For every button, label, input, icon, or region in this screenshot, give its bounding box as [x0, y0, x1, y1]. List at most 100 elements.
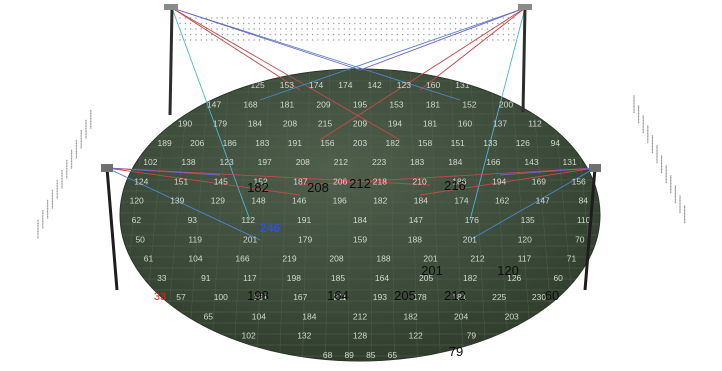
fixture-dot	[476, 28, 478, 30]
fixture-dot	[290, 17, 292, 19]
fixture-dot	[396, 28, 398, 30]
light-ray	[359, 7, 526, 71]
fixture-dot	[670, 188, 672, 191]
fixture-dot	[37, 222, 39, 225]
fixture-dot	[333, 39, 335, 41]
illuminance-value: 191	[288, 138, 302, 148]
fixture-dot	[311, 17, 314, 19]
fixture-dot	[401, 28, 404, 30]
illuminance-value: 137	[493, 119, 507, 129]
fixture-dot	[497, 33, 499, 36]
illuminance-value: 110	[577, 215, 591, 225]
fixture-dot	[253, 22, 255, 25]
fixture-dot	[679, 195, 681, 197]
fixture-dot	[670, 185, 672, 188]
fixture-dot	[665, 178, 667, 181]
fixture-dot	[465, 39, 467, 41]
fixture-dot	[642, 116, 644, 119]
fixture-dot	[327, 28, 330, 30]
grid-line	[610, 60, 648, 365]
fixture-dot	[481, 17, 483, 19]
fixture-dot	[274, 33, 277, 36]
illuminance-value: 139	[170, 196, 184, 206]
illuminance-value: 181	[426, 99, 440, 109]
illuminance-value: 100	[214, 292, 228, 302]
fixture-dot	[391, 28, 393, 30]
fixture-dot	[683, 215, 686, 218]
fixture-dot	[322, 39, 324, 41]
fixture-dot	[359, 17, 361, 19]
fixture-dot	[227, 22, 229, 25]
fixture-dot	[683, 221, 686, 224]
fixture-dot	[66, 162, 68, 165]
fixture-dot	[37, 232, 39, 234]
fixture-dot	[66, 164, 68, 166]
fixture-dot	[295, 28, 298, 30]
illuminance-value: 161	[254, 292, 268, 302]
fixture-dot	[391, 17, 393, 19]
illuminance-value: 184	[448, 157, 462, 167]
fixture-dot	[237, 22, 239, 25]
fixture-dot	[660, 161, 663, 163]
fixture-dot	[492, 22, 494, 25]
fixture-dot	[85, 127, 87, 130]
fixture-dot	[232, 33, 234, 36]
illuminance-value: 184	[302, 311, 316, 321]
illuminance-value: 147	[409, 215, 423, 225]
fixture-dot	[665, 172, 667, 175]
fixture-dot	[401, 17, 404, 19]
illuminance-value: 196	[333, 196, 347, 206]
fixture-dot	[513, 17, 515, 19]
fixture-dot	[423, 28, 425, 30]
fixture-dot	[274, 22, 277, 25]
fixture-dot	[637, 109, 640, 112]
grid-line	[256, 69, 271, 361]
fixture-dot	[280, 28, 282, 30]
fixture-dot	[285, 33, 287, 36]
fixture-dot	[269, 22, 271, 25]
illuminance-value: 151	[451, 138, 465, 148]
fixture-dot	[295, 39, 298, 41]
light-ray	[171, 7, 361, 71]
fixture-dot	[647, 128, 649, 130]
highlighted-value: 120	[497, 263, 519, 278]
fixture-dot	[80, 144, 82, 146]
illuminance-value: 197	[258, 157, 272, 167]
fixture-dot	[647, 134, 649, 136]
fixture-dot	[280, 17, 282, 19]
fixture-dot	[454, 17, 457, 19]
fixture-dot	[637, 117, 640, 119]
fixture-dot	[37, 224, 39, 226]
fixture-dot	[42, 216, 44, 218]
fixture-dot	[311, 39, 314, 41]
fixture-dot	[354, 22, 356, 25]
fixture-dot	[674, 198, 677, 201]
fixture-dot	[444, 17, 446, 19]
fixture-dot	[370, 39, 372, 41]
fixture-dot	[90, 114, 92, 116]
light-pole-icon	[518, 4, 532, 113]
fixture-dot	[507, 28, 510, 30]
light-pole-icon	[101, 164, 119, 291]
illuminance-value: 152	[254, 176, 268, 186]
fixture-dot	[200, 22, 202, 25]
fixture-dot	[285, 22, 287, 25]
illuminance-value: 126	[507, 273, 521, 283]
fixture-dot	[412, 33, 414, 36]
fixture-dot	[513, 39, 515, 41]
fixture-dot	[264, 39, 266, 41]
highlighted-value: 201	[421, 263, 443, 278]
fixture-dot	[679, 210, 681, 212]
fixture-dot	[237, 17, 239, 19]
fixture-dot	[70, 159, 73, 161]
fixture-dot	[679, 211, 681, 214]
illuminance-value: 138	[181, 157, 195, 167]
fixture-dot	[189, 28, 192, 30]
light-rays	[106, 7, 596, 241]
fixture-dot	[70, 165, 73, 168]
fixture-dot	[642, 124, 644, 126]
fixture-dot	[656, 154, 658, 156]
fixture-dot	[428, 33, 430, 36]
fixture-dot	[656, 160, 658, 162]
